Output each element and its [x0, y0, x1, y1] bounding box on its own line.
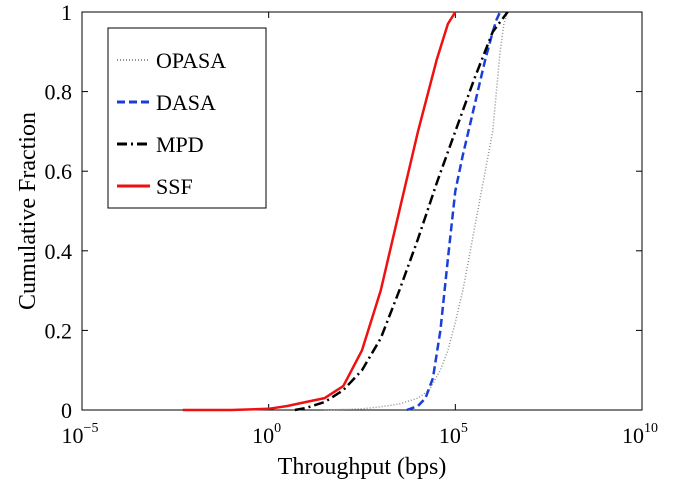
axis-ticks: 10−5 100 105 1010 0 0.2 0.4 0.6 0.8 1 — [45, 0, 659, 448]
y-tick-label: 0 — [61, 398, 72, 423]
legend-label-ssf: SSF — [156, 174, 193, 199]
x-tick-label: 100 — [252, 421, 281, 448]
y-tick-label: 0.8 — [45, 80, 73, 105]
x-axis-title: Throughput (bps) — [278, 454, 447, 480]
x-tick-label: 105 — [439, 421, 468, 448]
series-line-mpd — [294, 11, 509, 412]
legend-label-dasa: DASA — [156, 90, 216, 115]
legend-label-mpd: MPD — [156, 132, 204, 157]
series-lines — [182, 11, 509, 412]
y-axis-title: Cumulative Fraction — [15, 112, 41, 310]
series-line-ssf — [182, 11, 457, 412]
series-line-dasa — [406, 11, 502, 412]
y-tick-label: 0.4 — [45, 239, 73, 264]
y-tick-label: 0.6 — [45, 159, 73, 184]
y-tick-label: 0.2 — [45, 318, 73, 343]
legend-label-opasa: OPASA — [156, 48, 226, 73]
y-tick-label: 1 — [61, 0, 72, 25]
x-tick-label: 1010 — [622, 421, 658, 448]
legend: OPASA DASA MPD SSF — [107, 27, 267, 209]
x-tick-label: 10−5 — [62, 421, 99, 448]
legend-box — [107, 27, 267, 209]
